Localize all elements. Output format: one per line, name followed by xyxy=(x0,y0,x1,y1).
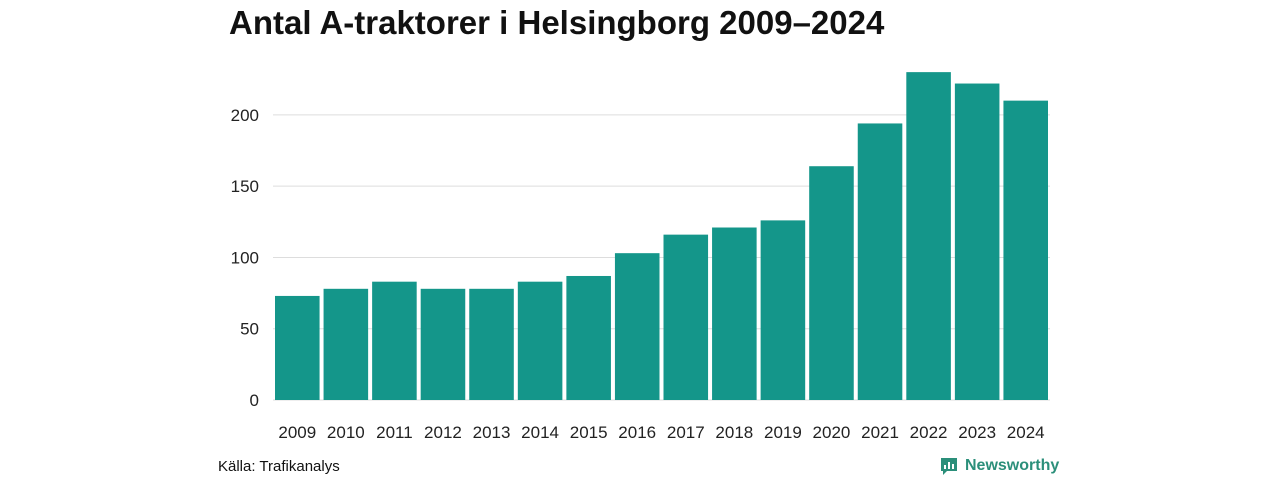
x-tick-label: 2012 xyxy=(424,423,462,442)
x-tick-label: 2011 xyxy=(376,423,413,442)
bar-2015 xyxy=(566,275,611,400)
bar-2011 xyxy=(372,281,417,400)
x-tick-label: 2021 xyxy=(861,423,899,442)
x-tick-label: 2020 xyxy=(813,423,851,442)
chart-title: Antal A-traktorer i Helsingborg 2009–202… xyxy=(229,4,885,41)
y-axis-ticks: 0 50 100 150 200 xyxy=(231,106,259,410)
x-tick-label: 2010 xyxy=(327,423,365,442)
bar-2024 xyxy=(1003,100,1048,400)
newsworthy-logo-icon xyxy=(941,458,957,475)
bar-2023 xyxy=(954,83,1000,400)
bar-2016 xyxy=(614,253,660,400)
source-note: Källa: Trafikanalys xyxy=(218,458,340,475)
x-tick-label: 2018 xyxy=(715,423,753,442)
y-tick-label: 50 xyxy=(240,320,259,339)
y-tick-label: 0 xyxy=(250,391,259,410)
x-tick-label: 2019 xyxy=(764,423,802,442)
bar-2012 xyxy=(420,288,466,400)
bar-2018 xyxy=(712,227,757,400)
bar-2019 xyxy=(760,220,806,400)
x-tick-label: 2024 xyxy=(1007,423,1045,442)
x-tick-label: 2015 xyxy=(570,423,608,442)
brand-logo: Newsworthy xyxy=(939,456,1059,476)
x-tick-label: 2022 xyxy=(910,423,948,442)
bar-2021 xyxy=(857,123,903,400)
y-tick-label: 200 xyxy=(231,106,259,125)
x-tick-label: 2017 xyxy=(667,423,705,442)
bar-2020 xyxy=(809,166,854,400)
x-tick-label: 2014 xyxy=(521,423,559,442)
bar-2010 xyxy=(323,288,369,400)
bars xyxy=(275,72,1048,401)
x-axis-ticks: 2009 2010 2011 2012 2013 2014 2015 2016 2017 2018… xyxy=(278,423,1044,442)
bar-2017 xyxy=(663,234,709,400)
x-tick-label: 2016 xyxy=(618,423,656,442)
bar-2009 xyxy=(275,295,320,400)
bar-2013 xyxy=(469,288,514,400)
x-tick-label: 2013 xyxy=(473,423,511,442)
y-tick-label: 100 xyxy=(231,248,259,267)
x-tick-label: 2009 xyxy=(278,423,316,442)
brand-name: Newsworthy xyxy=(965,457,1060,474)
bar-2014 xyxy=(517,281,563,400)
x-tick-label: 2023 xyxy=(958,423,996,442)
y-tick-label: 150 xyxy=(231,177,259,196)
bar-2022 xyxy=(906,72,951,401)
